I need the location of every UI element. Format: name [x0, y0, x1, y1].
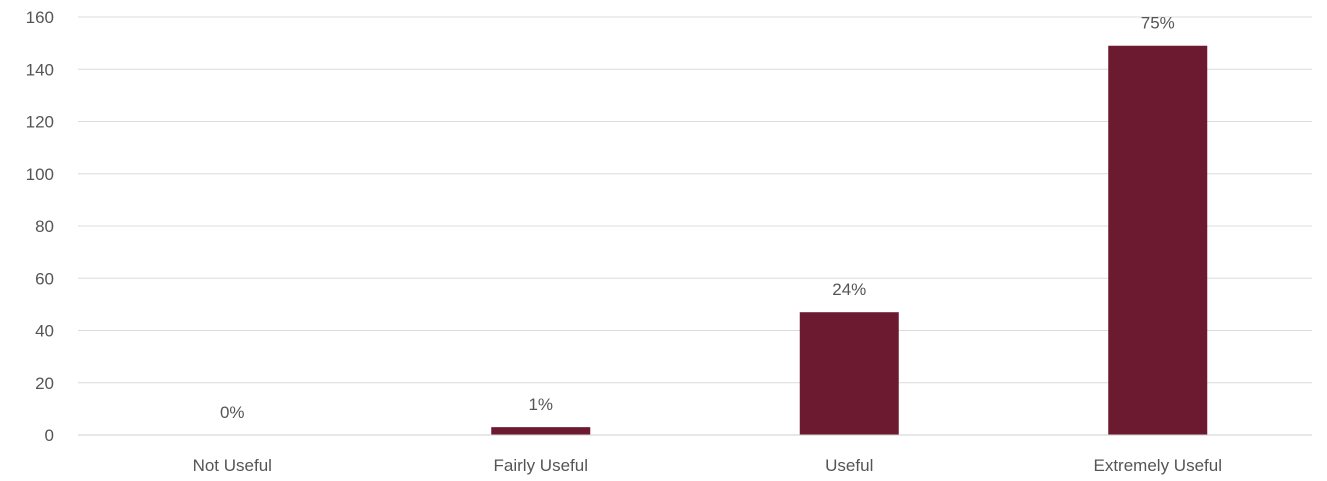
data-label: 1% — [528, 395, 553, 414]
y-tick-label: 100 — [26, 165, 54, 184]
y-tick-label: 40 — [35, 322, 54, 341]
y-axis-tick-labels: 0 20 40 60 80 100 120 140 160 — [26, 8, 54, 445]
y-tick-label: 120 — [26, 113, 54, 132]
y-tick-label: 20 — [35, 374, 54, 393]
gridlines — [78, 16, 1312, 384]
bars — [491, 45, 1208, 436]
bar — [799, 312, 899, 435]
data-label: 0% — [220, 403, 245, 422]
data-label: 75% — [1141, 14, 1175, 33]
category-label: Fairly Useful — [494, 456, 588, 475]
data-labels: 0% 1% 24% 75% — [220, 14, 1175, 422]
bar — [491, 427, 591, 435]
y-tick-label: 140 — [26, 60, 54, 79]
x-axis-category-labels: Not Useful Fairly Useful Useful Extremely U… — [193, 456, 1222, 475]
y-tick-label: 160 — [26, 8, 54, 27]
category-label: Not Useful — [193, 456, 272, 475]
y-tick-label: 0 — [45, 426, 54, 445]
category-label: Extremely Useful — [1094, 456, 1222, 475]
y-tick-label: 80 — [35, 217, 54, 236]
y-tick-label: 60 — [35, 269, 54, 288]
category-label: Useful — [825, 456, 873, 475]
data-label: 24% — [832, 280, 866, 299]
bar — [1108, 45, 1208, 436]
